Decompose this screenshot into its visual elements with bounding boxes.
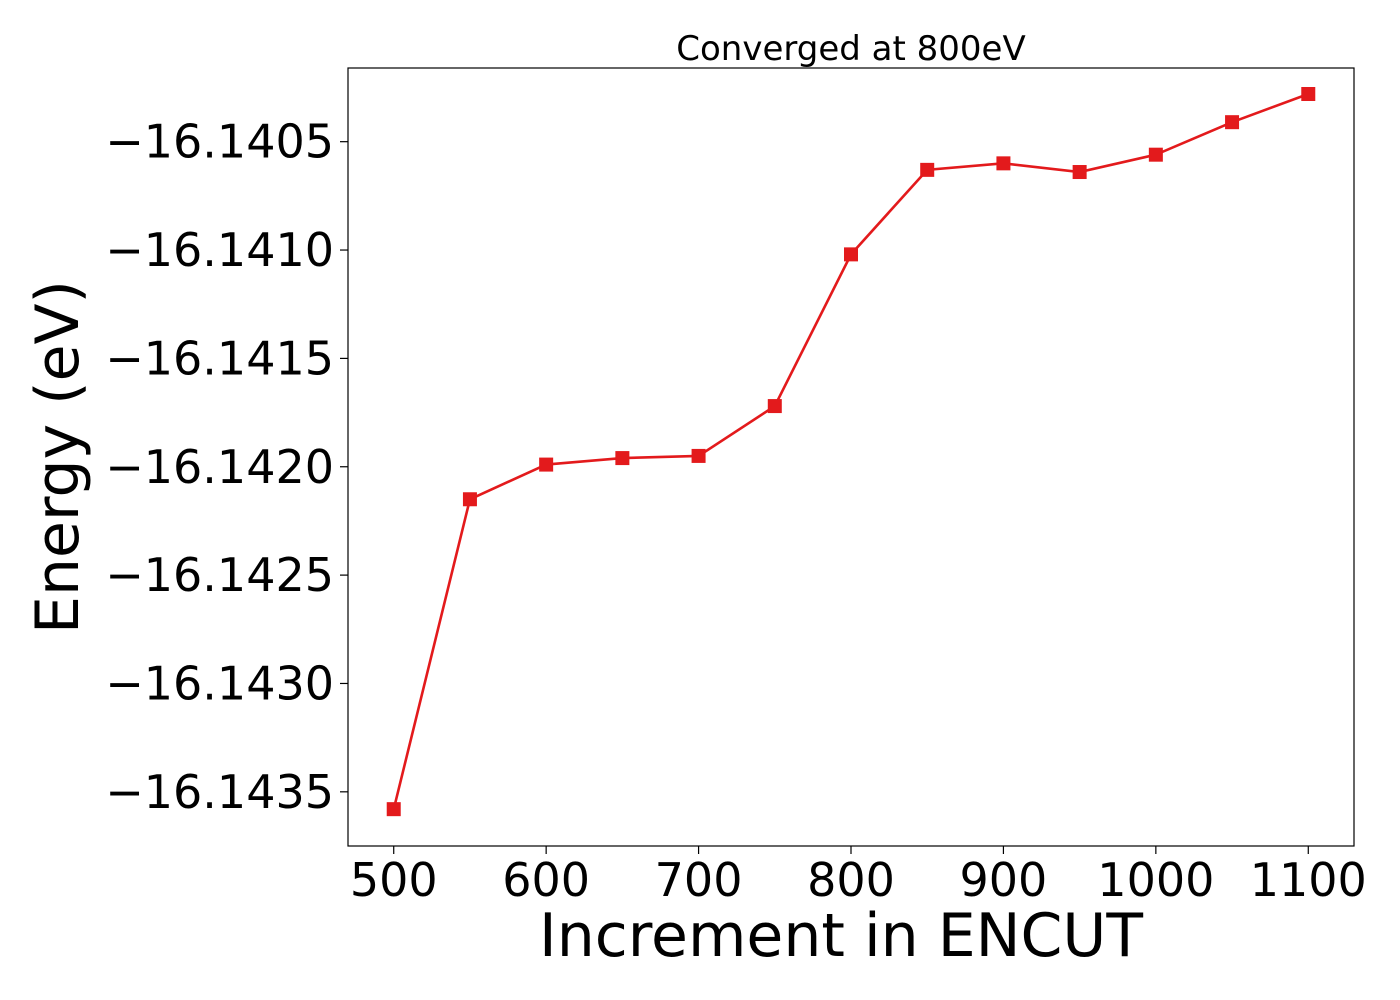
- data-point-marker: [462, 492, 477, 507]
- data-point-marker: [767, 399, 782, 414]
- data-point-marker: [844, 247, 858, 262]
- data-point-marker: [386, 802, 401, 817]
- plot-area-frame: [347, 67, 1355, 847]
- y-tick-label: −16.1410: [105, 223, 334, 277]
- data-point-marker: [691, 448, 706, 463]
- y-tick-label: −16.1415: [105, 331, 334, 385]
- series-layer: [386, 87, 1316, 817]
- x-tick-label: 800: [807, 853, 895, 907]
- data-point-marker: [1072, 165, 1087, 180]
- x-tick-label: 900: [960, 853, 1048, 907]
- data-point-marker: [920, 162, 935, 177]
- x-tick-label: 1000: [1097, 853, 1214, 907]
- x-tick-label: 700: [655, 853, 743, 907]
- data-point-marker: [996, 156, 1011, 171]
- x-tick-label: 1100: [1250, 853, 1367, 907]
- data-point-marker: [1301, 87, 1316, 102]
- y-tick-label: −16.1425: [105, 548, 334, 602]
- data-point-marker: [615, 451, 630, 466]
- series-line: [392, 92, 1309, 810]
- data-point-marker: [1148, 147, 1163, 162]
- x-tick-label: 600: [502, 853, 590, 907]
- x-axis: 500 600 700 800 900 1000 1100: [350, 846, 1367, 907]
- y-tick-label: −16.1420: [105, 440, 334, 494]
- x-axis-label: Increment in ENCUT: [539, 901, 1143, 971]
- data-point-marker: [1225, 115, 1240, 130]
- y-axis-label: Energy (eV): [23, 280, 93, 634]
- chart-title: Converged at 800eV: [676, 29, 1025, 69]
- y-tick-label: −16.1405: [105, 115, 334, 169]
- y-tick-label: −16.1435: [105, 765, 334, 819]
- y-tick-label: −16.1430: [105, 656, 334, 710]
- data-point-marker: [539, 457, 554, 472]
- y-axis: −16.1435 −16.1430 −16.1425 −16.1420 −16.1415…: [105, 115, 348, 819]
- x-tick-label: 500: [350, 853, 438, 907]
